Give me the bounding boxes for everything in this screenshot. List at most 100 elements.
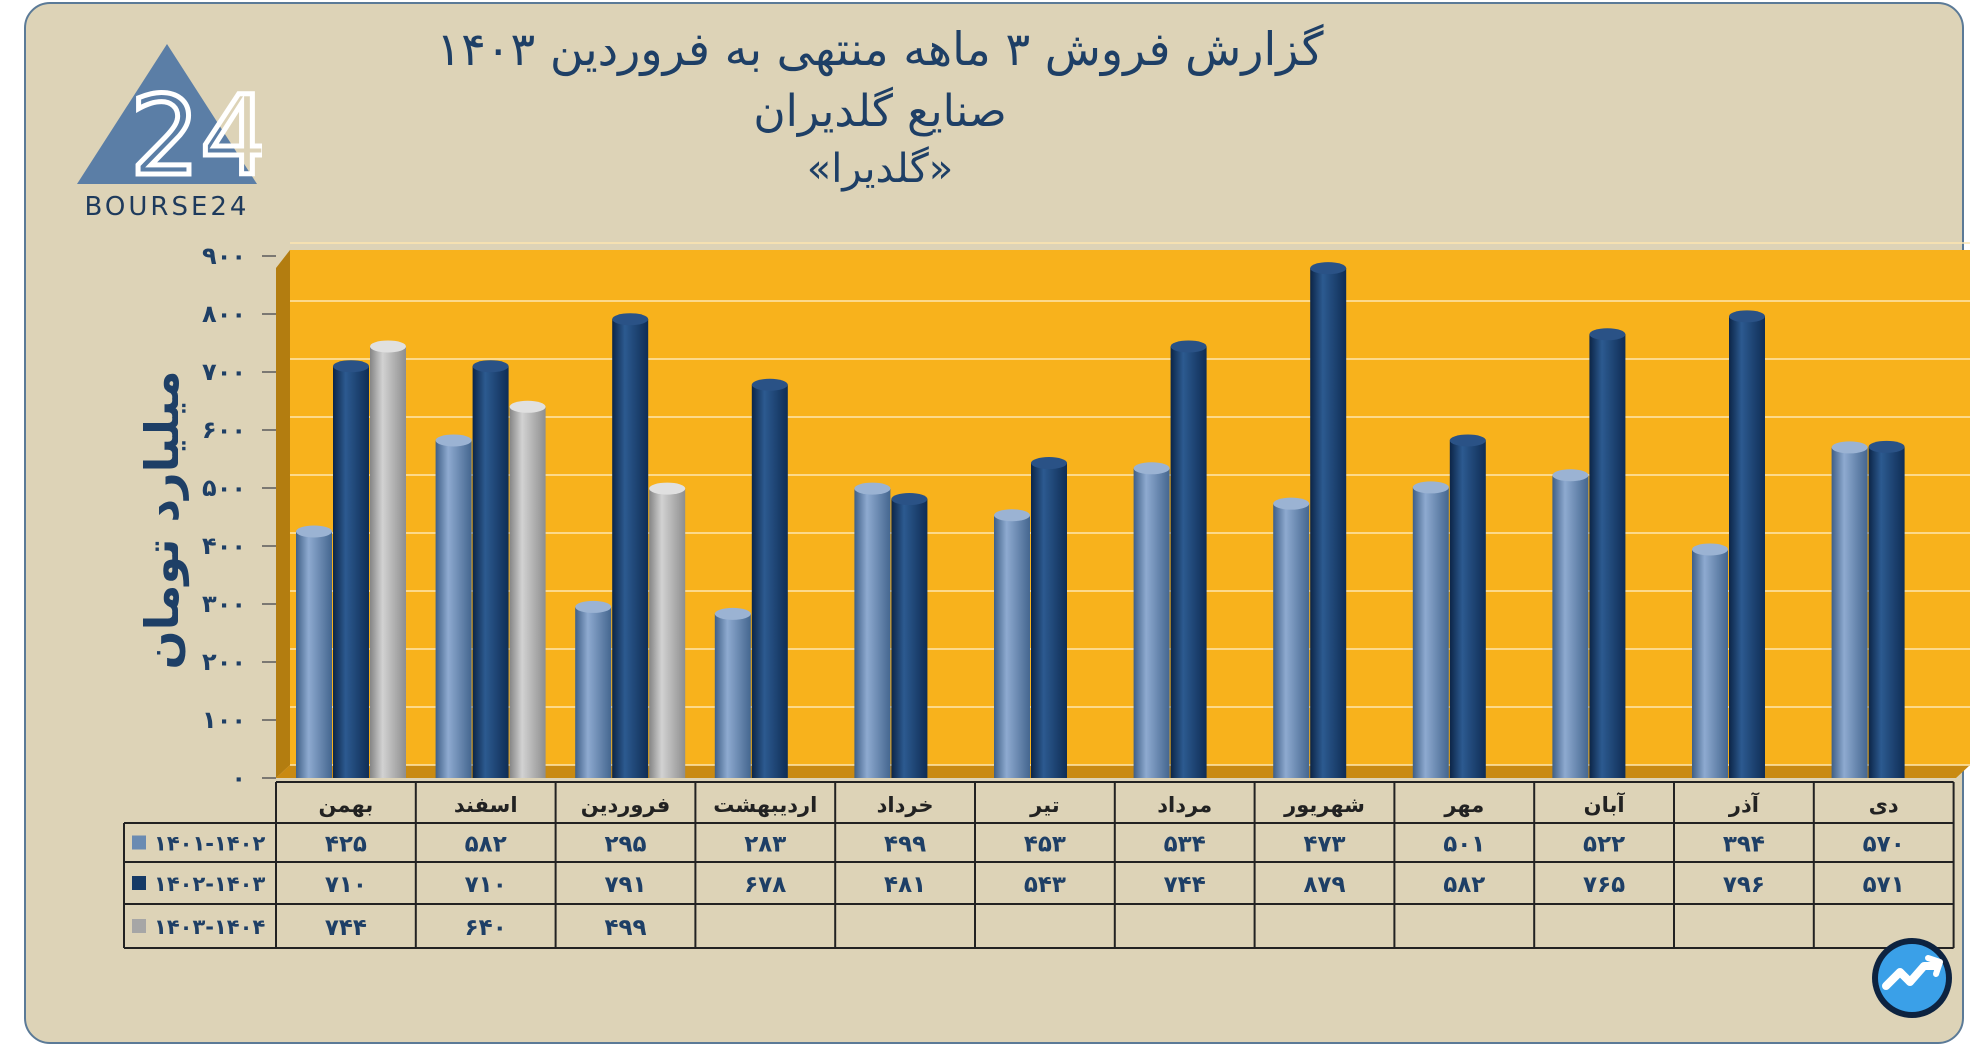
category-label: تیر: [1029, 793, 1060, 817]
bar-top: [714, 607, 751, 620]
bar-body: [1133, 468, 1170, 778]
data-label: ۳۹۴: [1723, 832, 1765, 858]
company-name: صنایع گلدیران: [753, 86, 1007, 137]
chart-title: گزارش فروش ۳ ماهه منتهی به فروردین ۱۴۰۳: [436, 22, 1324, 76]
bar: [891, 493, 928, 778]
category-label: دی: [1869, 793, 1899, 817]
bourse24-logo-icon: 24: [77, 44, 262, 203]
bar-top: [1412, 481, 1449, 494]
data-label: ۵۷۰: [1863, 832, 1905, 858]
bar-top: [854, 482, 891, 495]
plot-side-wall: [276, 250, 290, 778]
bar-body: [1031, 463, 1067, 778]
bar-top: [296, 525, 332, 538]
bar-top: [1868, 440, 1905, 453]
bar: [370, 340, 406, 778]
bar: [714, 607, 751, 778]
bar: [1412, 481, 1449, 778]
data-label: ۶۴۰: [465, 915, 507, 941]
bar-top: [1310, 262, 1347, 275]
category-label: فروردین: [581, 793, 671, 817]
bar: [1273, 497, 1310, 778]
bar: [1729, 310, 1765, 778]
data-label: ۷۶۵: [1583, 872, 1625, 898]
bar: [575, 600, 612, 778]
bar-top: [751, 378, 788, 391]
y-tick-label: ۶۰۰: [202, 416, 246, 444]
data-label: ۷۹۶: [1723, 872, 1765, 898]
data-label: ۵۰۱: [1443, 832, 1485, 858]
data-label: ۵۸۲: [1443, 872, 1485, 898]
bar-body: [370, 346, 406, 778]
legend-label: ۱۴۰۱-۱۴۰۲: [154, 832, 265, 856]
data-label: ۴۹۹: [604, 915, 646, 941]
data-label: ۵۸۲: [465, 832, 507, 858]
bar-body: [472, 366, 509, 778]
bar-body: [1170, 346, 1207, 778]
category-label: شهریور: [1283, 793, 1365, 817]
category-label: آبان: [1584, 792, 1626, 817]
bar: [612, 313, 649, 778]
category-label: مهر: [1443, 793, 1484, 817]
logo-digits: 24: [130, 72, 262, 200]
data-label: ۵۲۲: [1583, 832, 1625, 858]
bar-body: [1273, 503, 1310, 778]
bar: [509, 400, 546, 778]
category-label: اسفند: [454, 793, 518, 817]
bar: [333, 360, 369, 778]
y-tick-label: ۷۰۰: [202, 358, 246, 386]
data-label: ۶۷۸: [744, 872, 786, 898]
plot-area: [290, 250, 1970, 766]
data-label: ۷۴۴: [325, 915, 367, 941]
data-label: ۵۴۳: [1024, 872, 1066, 898]
bar: [1170, 340, 1207, 778]
bar-top: [1831, 441, 1868, 454]
plot-floor: [276, 765, 1970, 778]
bar-body: [435, 440, 472, 778]
data-label: ۷۱۰: [325, 872, 367, 898]
bar: [1310, 262, 1347, 778]
bar: [751, 378, 788, 778]
bar-top: [575, 600, 612, 613]
bar-body: [1449, 440, 1486, 778]
category-label: خرداد: [877, 793, 934, 817]
data-label: ۴۸۱: [884, 872, 926, 898]
legend-swatch: [132, 919, 146, 933]
bar-body: [296, 531, 332, 778]
bar-top: [994, 509, 1030, 522]
bar-top: [1449, 434, 1486, 447]
bar-body: [1552, 475, 1589, 778]
category-label: آذر: [1728, 792, 1760, 817]
bar: [435, 434, 472, 778]
legend-swatch: [132, 835, 146, 850]
y-tick-label: ۰: [231, 764, 246, 792]
bar-body: [1310, 268, 1347, 778]
bar: [1589, 328, 1626, 778]
data-label: ۸۷۹: [1303, 872, 1345, 898]
bar-body: [509, 406, 546, 778]
data-label: ۷۹۱: [604, 872, 646, 898]
bar: [994, 509, 1030, 778]
bar: [1868, 440, 1905, 778]
bar-body: [612, 319, 649, 778]
bar: [649, 482, 686, 778]
y-tick-label: ۲۰۰: [202, 648, 246, 676]
bar-top: [1133, 462, 1170, 475]
bar: [1449, 434, 1486, 778]
bar-body: [1868, 446, 1905, 778]
category-label: بهمن: [319, 793, 374, 817]
data-label: ۵۷۱: [1863, 872, 1905, 898]
bar-body: [1692, 549, 1728, 778]
legend-label: ۱۴۰۳-۱۴۰۴: [154, 915, 265, 939]
data-label: ۷۱۰: [465, 872, 507, 898]
bar-top: [1589, 328, 1626, 341]
bar-body: [994, 515, 1030, 778]
bar: [1692, 543, 1728, 778]
bar-top: [1729, 310, 1765, 323]
data-label: ۴۲۵: [325, 832, 367, 858]
bar: [296, 525, 332, 778]
data-label: ۲۸۳: [744, 832, 786, 858]
bar-top: [649, 482, 686, 495]
legend-label: ۱۴۰۲-۱۴۰۳: [154, 872, 265, 896]
